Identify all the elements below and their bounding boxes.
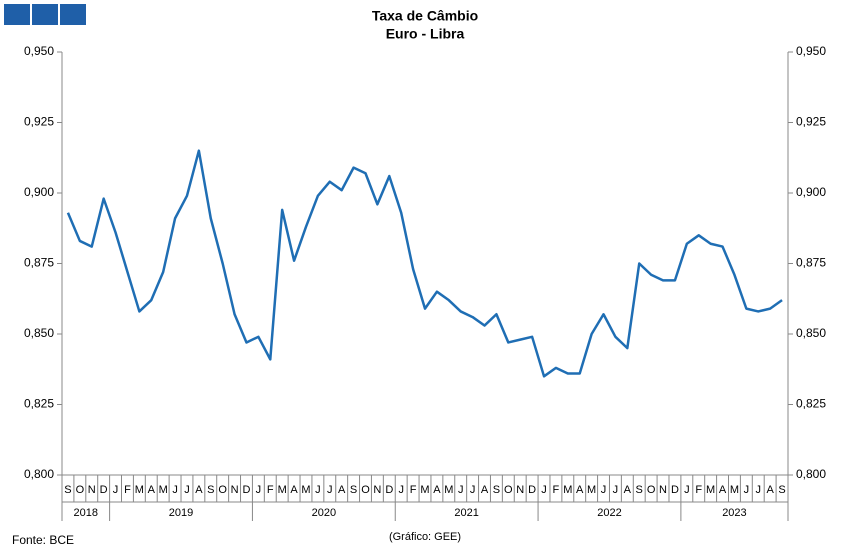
y-tick-label: 0,925 bbox=[24, 115, 54, 129]
x-tick-label: O bbox=[361, 484, 370, 496]
logo-block bbox=[32, 4, 58, 25]
year-label: 2023 bbox=[722, 507, 746, 519]
x-tick-label: J bbox=[755, 484, 761, 496]
x-tick-label: M bbox=[587, 484, 596, 496]
x-tick-label: A bbox=[624, 484, 632, 496]
y2-tick-label: 0,925 bbox=[796, 115, 826, 129]
x-tick-label: S bbox=[64, 484, 71, 496]
chart-subtitle: Euro - Libra bbox=[386, 26, 465, 42]
x-tick-label: J bbox=[315, 484, 321, 496]
x-tick-label: J bbox=[744, 484, 750, 496]
y-tick-label: 0,850 bbox=[24, 326, 54, 340]
x-tick-label: J bbox=[470, 484, 476, 496]
x-tick-label: D bbox=[671, 484, 679, 496]
logo-block bbox=[4, 4, 30, 25]
x-tick-label: M bbox=[420, 484, 429, 496]
y-tick-label: 0,875 bbox=[24, 256, 54, 270]
x-tick-label: O bbox=[76, 484, 85, 496]
x-tick-label: M bbox=[563, 484, 572, 496]
source: Fonte: BCE bbox=[12, 533, 74, 547]
x-tick-label: D bbox=[385, 484, 393, 496]
x-tick-label: S bbox=[207, 484, 214, 496]
x-tick-label: J bbox=[541, 484, 547, 496]
x-tick-label: J bbox=[184, 484, 190, 496]
x-tick-label: N bbox=[659, 484, 667, 496]
x-tick-label: N bbox=[373, 484, 381, 496]
x-tick-label: S bbox=[493, 484, 500, 496]
x-tick-label: S bbox=[636, 484, 643, 496]
y2-tick-label: 0,950 bbox=[796, 44, 826, 58]
y2-tick-label: 0,850 bbox=[796, 326, 826, 340]
x-tick-label: A bbox=[148, 484, 156, 496]
year-label: 2021 bbox=[454, 507, 478, 519]
x-tick-label: J bbox=[458, 484, 464, 496]
x-tick-label: M bbox=[730, 484, 739, 496]
x-tick-label: A bbox=[576, 484, 584, 496]
y2-tick-label: 0,875 bbox=[796, 256, 826, 270]
y-tick-label: 0,800 bbox=[24, 467, 54, 481]
x-tick-label: D bbox=[242, 484, 250, 496]
x-tick-label: A bbox=[433, 484, 441, 496]
year-label: 2022 bbox=[597, 507, 621, 519]
x-tick-label: J bbox=[684, 484, 690, 496]
x-tick-label: D bbox=[528, 484, 536, 496]
x-tick-label: D bbox=[100, 484, 108, 496]
year-label: 2019 bbox=[169, 507, 193, 519]
x-tick-label: A bbox=[338, 484, 346, 496]
x-tick-label: F bbox=[410, 484, 417, 496]
x-tick-label: N bbox=[231, 484, 239, 496]
x-tick-label: F bbox=[124, 484, 131, 496]
x-tick-label: N bbox=[516, 484, 524, 496]
y-tick-label: 0,825 bbox=[24, 397, 54, 411]
x-tick-label: F bbox=[267, 484, 274, 496]
y2-tick-label: 0,800 bbox=[796, 467, 826, 481]
x-tick-label: M bbox=[135, 484, 144, 496]
x-tick-label: N bbox=[88, 484, 96, 496]
x-tick-label: O bbox=[647, 484, 656, 496]
x-tick-label: A bbox=[195, 484, 203, 496]
x-tick-label: F bbox=[553, 484, 560, 496]
x-tick-label: A bbox=[719, 484, 727, 496]
y2-tick-label: 0,900 bbox=[796, 185, 826, 199]
x-tick-label: F bbox=[695, 484, 702, 496]
chart-title: Taxa de Câmbio bbox=[372, 8, 478, 24]
x-tick-label: O bbox=[504, 484, 513, 496]
y-tick-label: 0,900 bbox=[24, 185, 54, 199]
x-tick-label: J bbox=[398, 484, 404, 496]
logo-block bbox=[60, 4, 86, 25]
x-tick-label: M bbox=[278, 484, 287, 496]
x-tick-label: O bbox=[218, 484, 227, 496]
year-label: 2020 bbox=[312, 507, 336, 519]
x-tick-label: A bbox=[290, 484, 298, 496]
y-tick-label: 0,950 bbox=[24, 44, 54, 58]
y2-tick-label: 0,825 bbox=[796, 397, 826, 411]
x-tick-label: J bbox=[613, 484, 619, 496]
x-tick-label: A bbox=[766, 484, 774, 496]
x-tick-label: A bbox=[481, 484, 489, 496]
x-tick-label: J bbox=[327, 484, 333, 496]
year-label: 2018 bbox=[74, 507, 98, 519]
x-tick-label: S bbox=[350, 484, 357, 496]
x-tick-label: M bbox=[706, 484, 715, 496]
x-tick-label: M bbox=[301, 484, 310, 496]
x-tick-label: S bbox=[778, 484, 785, 496]
x-tick-label: J bbox=[172, 484, 178, 496]
x-tick-label: J bbox=[256, 484, 262, 496]
line-series bbox=[66, 149, 783, 378]
x-tick-label: J bbox=[113, 484, 119, 496]
x-tick-label: M bbox=[444, 484, 453, 496]
credit: (Gráfico: GEE) bbox=[389, 531, 461, 543]
x-tick-label: M bbox=[159, 484, 168, 496]
x-tick-label: J bbox=[601, 484, 607, 496]
